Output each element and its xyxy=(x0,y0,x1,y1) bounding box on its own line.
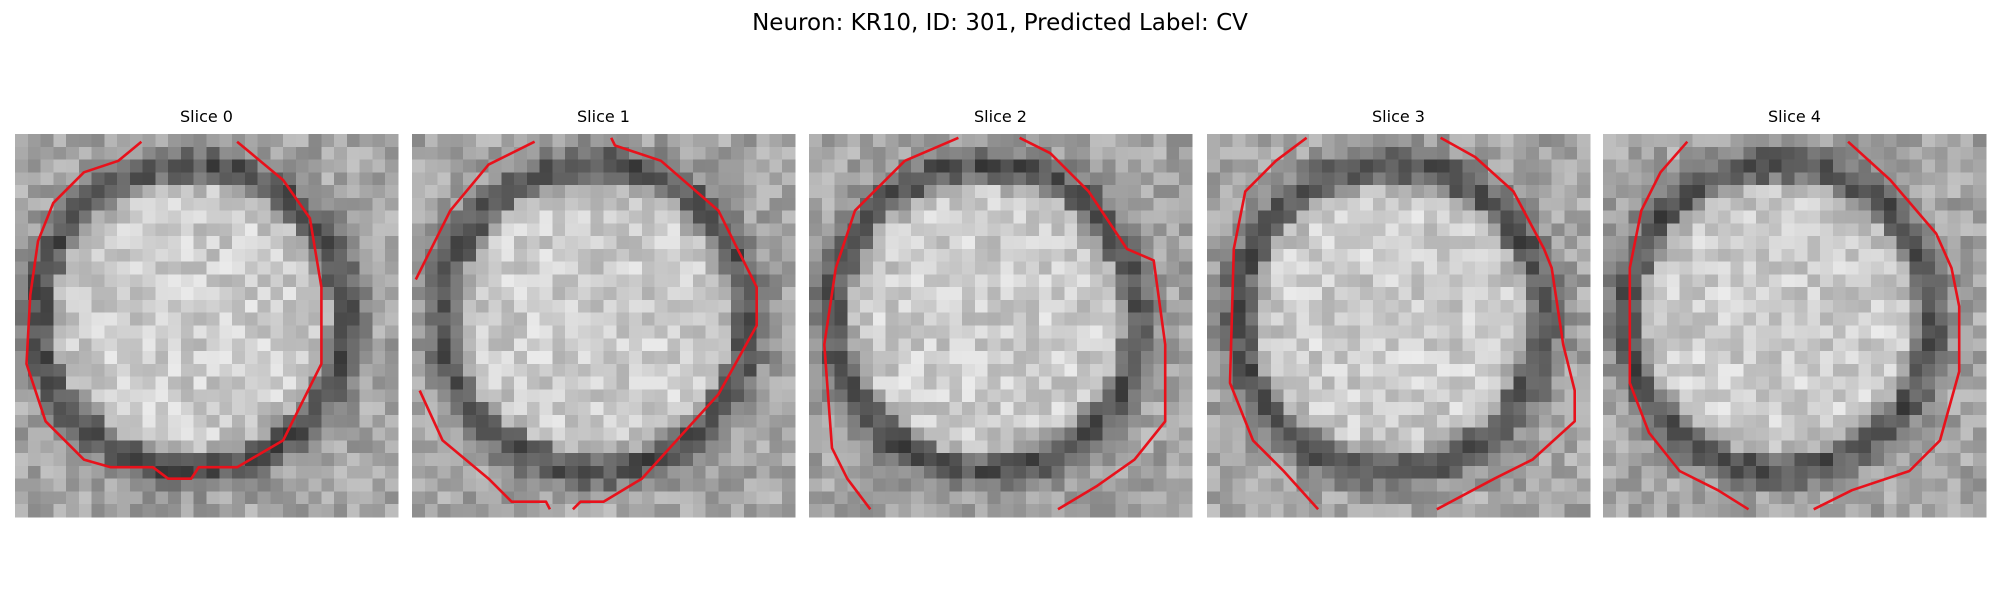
figure-title: Neuron: KR10, ID: 301, Predicted Label: … xyxy=(752,10,1248,36)
contour xyxy=(25,140,323,481)
contour xyxy=(1436,136,1576,511)
panel-title: Slice 0 xyxy=(180,107,233,126)
slice-panel: Slice 3 xyxy=(1207,107,1591,518)
contour xyxy=(1228,136,1320,511)
slice-image xyxy=(1603,134,1987,518)
contour xyxy=(418,390,552,510)
slice-image xyxy=(15,134,399,518)
slice-panel: Slice 0 xyxy=(15,107,399,518)
panel-title: Slice 2 xyxy=(974,107,1027,126)
panel-title: Slice 4 xyxy=(1768,107,1821,126)
contour xyxy=(1628,140,1750,511)
slice-panel: Slice 2 xyxy=(809,107,1193,518)
contour xyxy=(414,140,536,281)
slice-image xyxy=(1207,134,1591,518)
contour xyxy=(571,137,759,511)
slice-image xyxy=(412,134,796,518)
panel-title: Slice 3 xyxy=(1372,107,1425,126)
contour xyxy=(822,136,959,511)
slice-panel: Slice 1 xyxy=(412,107,796,518)
slice-panel: Slice 4 xyxy=(1603,107,1987,518)
contour xyxy=(1019,136,1167,511)
slice-image xyxy=(809,134,1193,518)
contour xyxy=(1813,140,1961,511)
panel-title: Slice 1 xyxy=(577,107,630,126)
